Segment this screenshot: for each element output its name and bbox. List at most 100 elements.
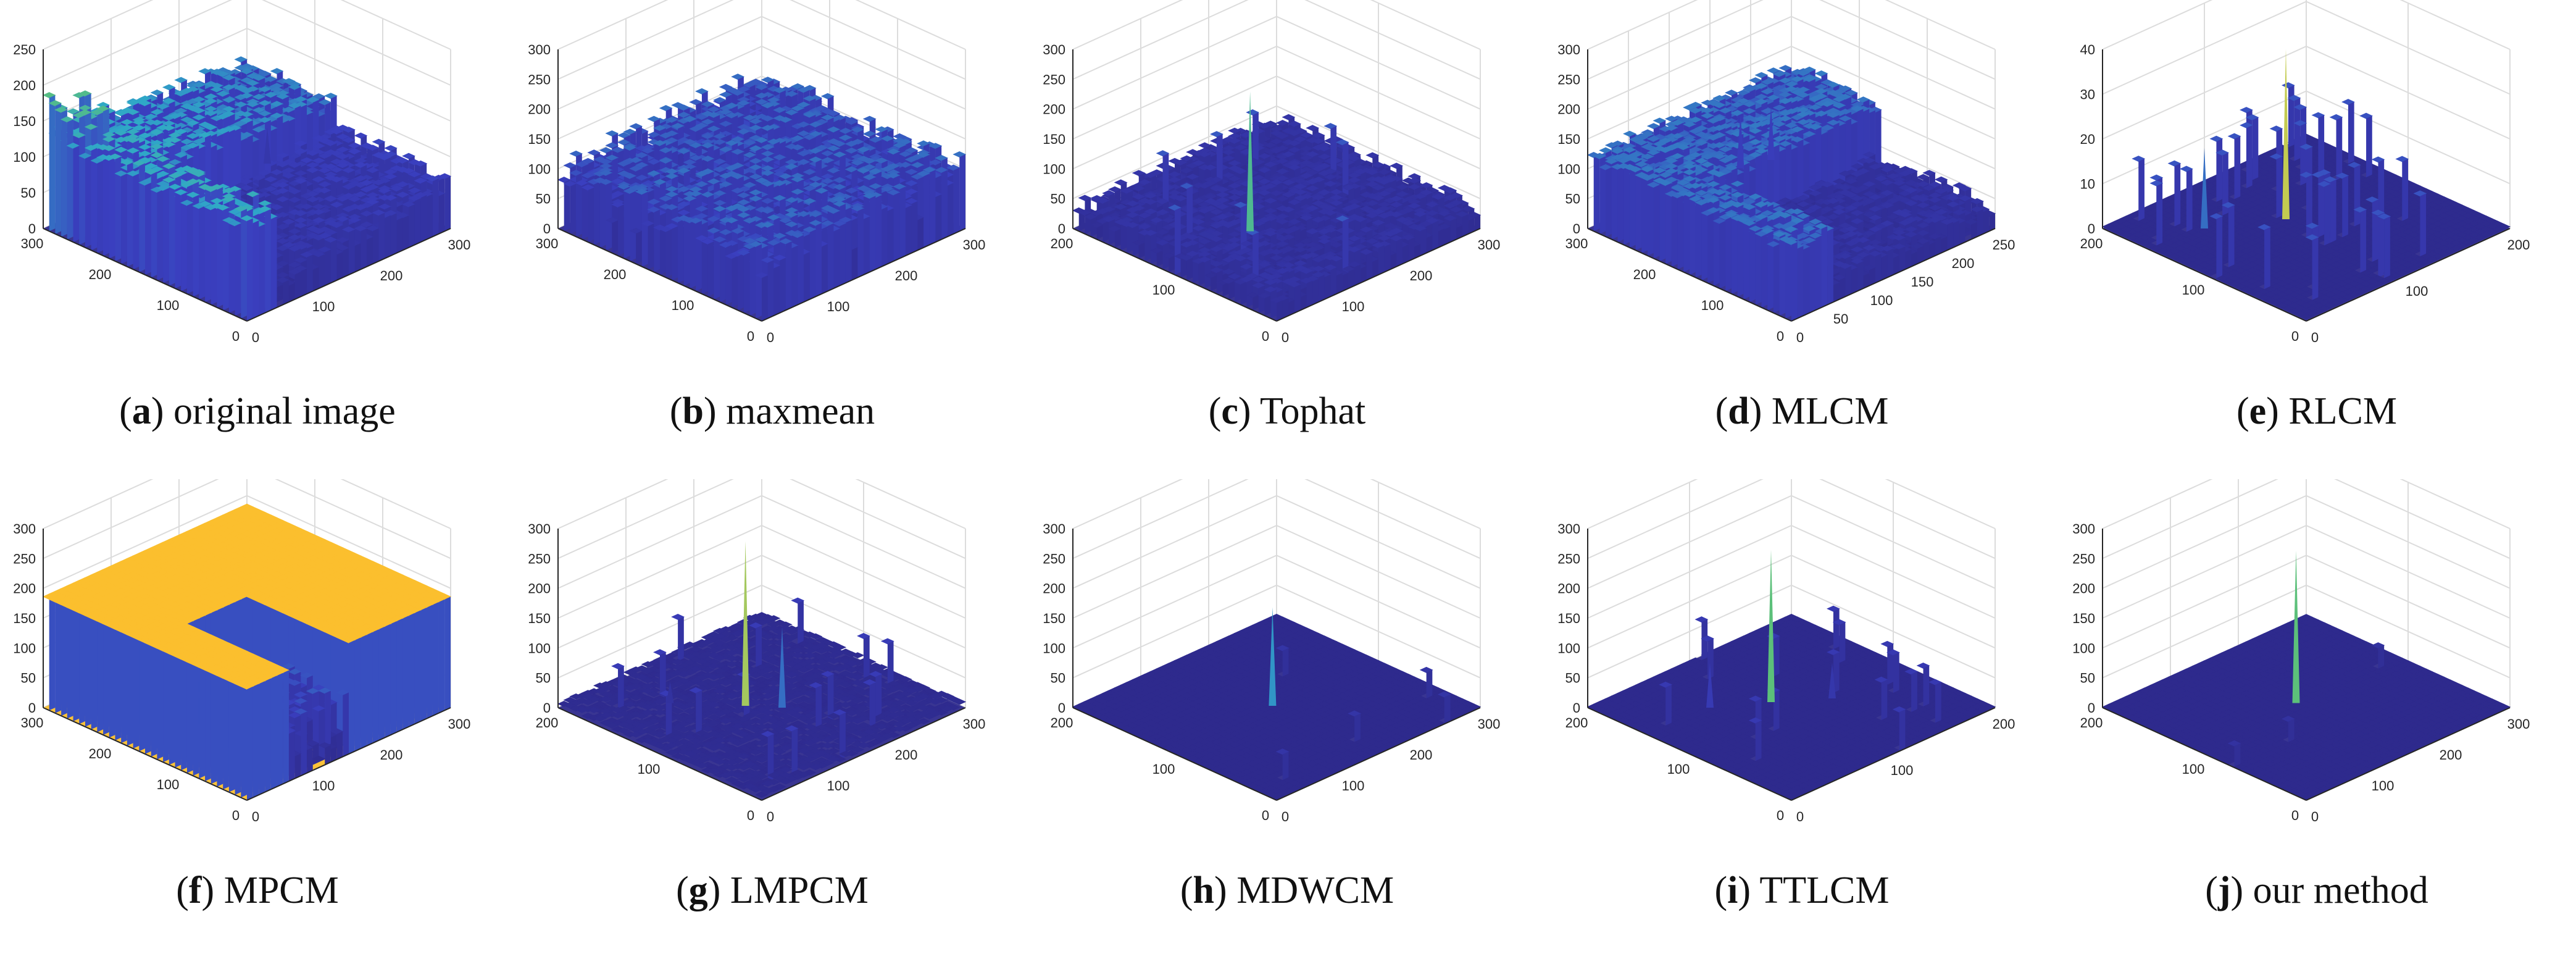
- surface-cell: [952, 151, 967, 157]
- surface-cell: [294, 217, 308, 224]
- surface-cell: [276, 93, 290, 100]
- x-tick-label: 300: [448, 237, 471, 253]
- surface-cell: [276, 178, 290, 185]
- surface-cell: [204, 110, 218, 117]
- surface-cell: [755, 93, 769, 99]
- z-tick-label: 100: [13, 149, 36, 165]
- surface-cell: [809, 211, 823, 217]
- y-tick-label: 200: [604, 267, 627, 282]
- surface-cell: [264, 75, 278, 82]
- surface-wall: [103, 157, 109, 256]
- surface-cell: [749, 157, 763, 164]
- surface-cell: [174, 151, 188, 158]
- surface-wall: [815, 223, 822, 297]
- surface-cell: [306, 167, 320, 174]
- surface-cell: [425, 175, 440, 182]
- surface-wall: [336, 251, 343, 280]
- surface-wall: [199, 206, 206, 299]
- surface-cell: [581, 184, 595, 191]
- surface-wall: [312, 267, 319, 291]
- surface-wall: [690, 220, 696, 289]
- surface-cell: [222, 187, 236, 194]
- caption-label: maxmean: [726, 390, 875, 432]
- surface-cell: [162, 114, 176, 121]
- surface-cell: [318, 181, 332, 188]
- surface-cell: [904, 188, 919, 195]
- surface-wall: [193, 195, 199, 297]
- surface-cell: [880, 186, 894, 193]
- surface-wall: [594, 182, 600, 245]
- surface-wall: [762, 275, 768, 321]
- surface-cell: [240, 132, 254, 138]
- x-tick-label: 0: [252, 330, 259, 345]
- surface-wall: [67, 119, 73, 240]
- surface-cell: [186, 133, 200, 140]
- surface-cell: [797, 211, 811, 217]
- surface-wall: [570, 183, 577, 234]
- surface-cell: [719, 120, 733, 127]
- surface-cell: [725, 165, 739, 172]
- surface-cell: [336, 237, 350, 243]
- surface-cell: [1275, 120, 1290, 127]
- surface-cell: [683, 139, 697, 146]
- surface-cell: [264, 91, 278, 98]
- surface-cell: [701, 119, 715, 125]
- surface-cell: [312, 143, 326, 149]
- surface-cell: [922, 167, 936, 173]
- surface-cell: [192, 101, 206, 108]
- surface-cell: [695, 181, 709, 188]
- surface-cell: [743, 182, 757, 188]
- surface-cell: [240, 92, 254, 99]
- surface-cell: [288, 234, 302, 241]
- surface-cell: [282, 167, 296, 174]
- surface-cell: [599, 159, 613, 165]
- surface-cell: [276, 260, 290, 267]
- surface-cell: [1282, 114, 1296, 120]
- surface-cell: [833, 177, 847, 183]
- surface-cell: [318, 99, 332, 106]
- surface-cell: [1288, 120, 1302, 127]
- surface-cell: [946, 164, 961, 171]
- surface-cell: [144, 162, 158, 169]
- surface-cell: [282, 78, 296, 85]
- surface-cell: [348, 148, 362, 155]
- surface-cell: [665, 204, 679, 211]
- surface-cell: [862, 174, 877, 180]
- surface-cell: [689, 217, 703, 224]
- surface-cell: [731, 136, 745, 143]
- surface-wall: [869, 196, 876, 272]
- surface-wall: [294, 272, 301, 299]
- surface-cell: [312, 203, 326, 210]
- surface-wall: [319, 254, 325, 289]
- surface-cell: [749, 145, 763, 152]
- surface-cell: [294, 257, 308, 264]
- surface-cell: [294, 222, 308, 229]
- surface-cell: [360, 186, 374, 193]
- surface-wall: [612, 220, 619, 253]
- surface-cell: [695, 235, 709, 241]
- surface-wall: [402, 215, 409, 251]
- y-tick-label: 100: [672, 298, 694, 313]
- surface-cell: [78, 90, 92, 97]
- surface-wall: [270, 216, 277, 311]
- surface-cell: [126, 99, 140, 106]
- surface-cell: [838, 217, 852, 224]
- surface-cell: [617, 139, 631, 146]
- surface-cell: [342, 127, 356, 133]
- surface-cell: [1306, 125, 1320, 132]
- surface-cell: [282, 219, 296, 225]
- surface-cell: [809, 121, 823, 128]
- surface-wall: [427, 194, 433, 240]
- surface-cell: [635, 162, 649, 169]
- surface-wall: [301, 268, 307, 297]
- surface-cell: [917, 151, 930, 158]
- surface-cell: [174, 77, 188, 83]
- surface-wall: [864, 216, 870, 275]
- surface-cell: [294, 96, 308, 103]
- y-tick-label: 100: [157, 298, 180, 313]
- surface-cell: [862, 193, 877, 199]
- surface-cell: [569, 170, 583, 177]
- surface-cell: [402, 167, 415, 174]
- subplot-c: 0 50 100 150 200 250 300 0 100 200 300 0 100 200 (c) T…: [1030, 0, 1544, 479]
- surface-cell: [743, 152, 757, 158]
